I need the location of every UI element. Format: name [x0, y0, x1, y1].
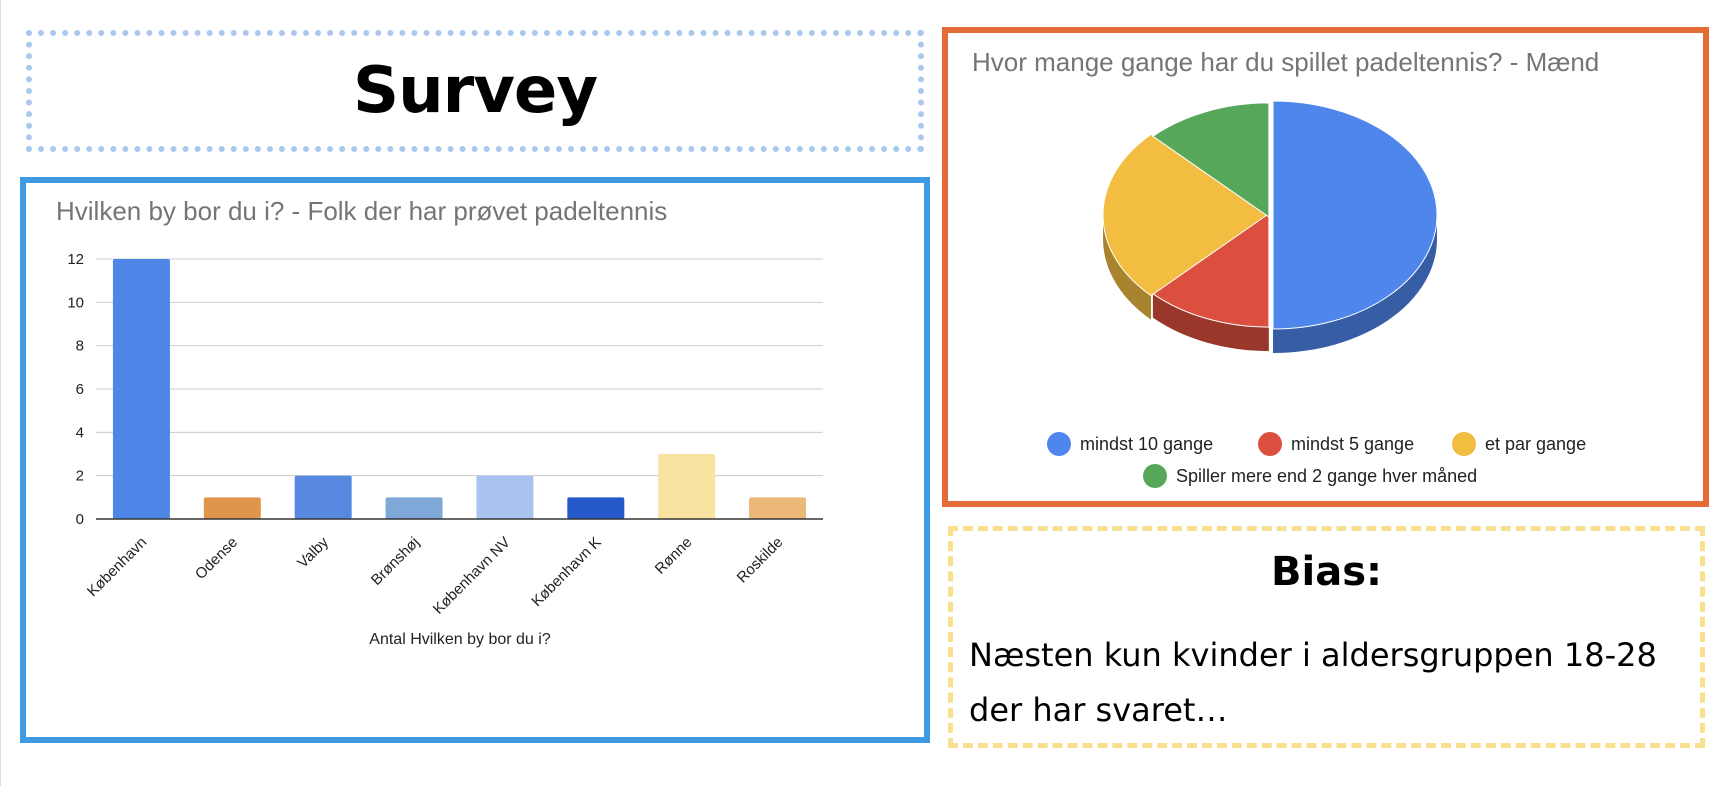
pie-top-layer — [1102, 100, 1438, 330]
y-tick-label: 4 — [76, 424, 84, 441]
y-tick-label: 6 — [76, 381, 84, 398]
pie-chart: Hvor mange gange har du spillet padelten… — [972, 47, 1599, 488]
legend-label: et par gange — [1485, 434, 1586, 454]
y-tick-label: 8 — [76, 338, 84, 355]
pie-slice — [1152, 212, 1270, 328]
x-tick-label: København — [84, 534, 150, 600]
legend-label: Spiller mere end 2 gange hver måned — [1176, 466, 1477, 486]
legend-swatch — [1452, 432, 1476, 456]
pie-slice — [1102, 133, 1268, 297]
y-tick-label: 12 — [67, 251, 84, 268]
pie-chart-panel: Hvor mange gange har du spillet padelten… — [942, 27, 1709, 507]
pie-slice-side — [1103, 215, 1152, 320]
x-tick-label: København NV — [430, 534, 514, 618]
pie-slice — [1272, 100, 1438, 330]
legend-swatch — [1047, 432, 1071, 456]
bar — [749, 497, 807, 519]
bar — [294, 475, 352, 519]
legend-swatch — [1258, 432, 1282, 456]
pie-slice — [1152, 102, 1270, 218]
legend-label: mindst 10 gange — [1080, 434, 1213, 454]
x-tick-label: Roskilde — [734, 534, 787, 587]
y-tick-label: 10 — [67, 294, 84, 311]
survey-title-box: Survey — [26, 30, 924, 152]
x-tick-label: Rønne — [652, 534, 696, 578]
x-tick-label: København K — [528, 534, 604, 610]
bar-chart-panel: Hvilken by bor du i? - Folk der har prøv… — [20, 177, 930, 743]
page-title: Survey — [352, 54, 598, 128]
legend-swatch — [1143, 464, 1167, 488]
x-tick-label: Odense — [192, 534, 241, 583]
legend-label: mindst 5 gange — [1291, 434, 1414, 454]
x-tick-label: Brønshøj — [368, 534, 423, 589]
bar-chart-title: Hvilken by bor du i? - Folk der har prøv… — [56, 196, 667, 226]
bar — [567, 497, 625, 519]
pie-chart-title: Hvor mange gange har du spillet padelten… — [972, 47, 1599, 77]
bar — [385, 497, 443, 519]
y-tick-label: 2 — [76, 468, 84, 485]
bias-title: Bias: — [1271, 549, 1382, 595]
x-tick-label: Valby — [294, 533, 332, 571]
page-edge-line — [0, 0, 1, 786]
bias-text: Næsten kun kvinder i aldersgruppen 18-28… — [969, 636, 1657, 729]
bar — [112, 259, 170, 519]
bias-panel: Bias: Næsten kun kvinder i aldersgruppen… — [948, 526, 1705, 748]
bar-chart: Hvilken by bor du i? - Folk der har prøv… — [56, 196, 823, 648]
y-tick-label: 0 — [76, 511, 84, 528]
bar — [658, 454, 716, 519]
bar — [203, 497, 261, 519]
x-axis-label: Antal Hvilken by bor du i? — [369, 631, 551, 648]
bar — [476, 475, 534, 519]
pie-slice-side — [1152, 293, 1269, 352]
